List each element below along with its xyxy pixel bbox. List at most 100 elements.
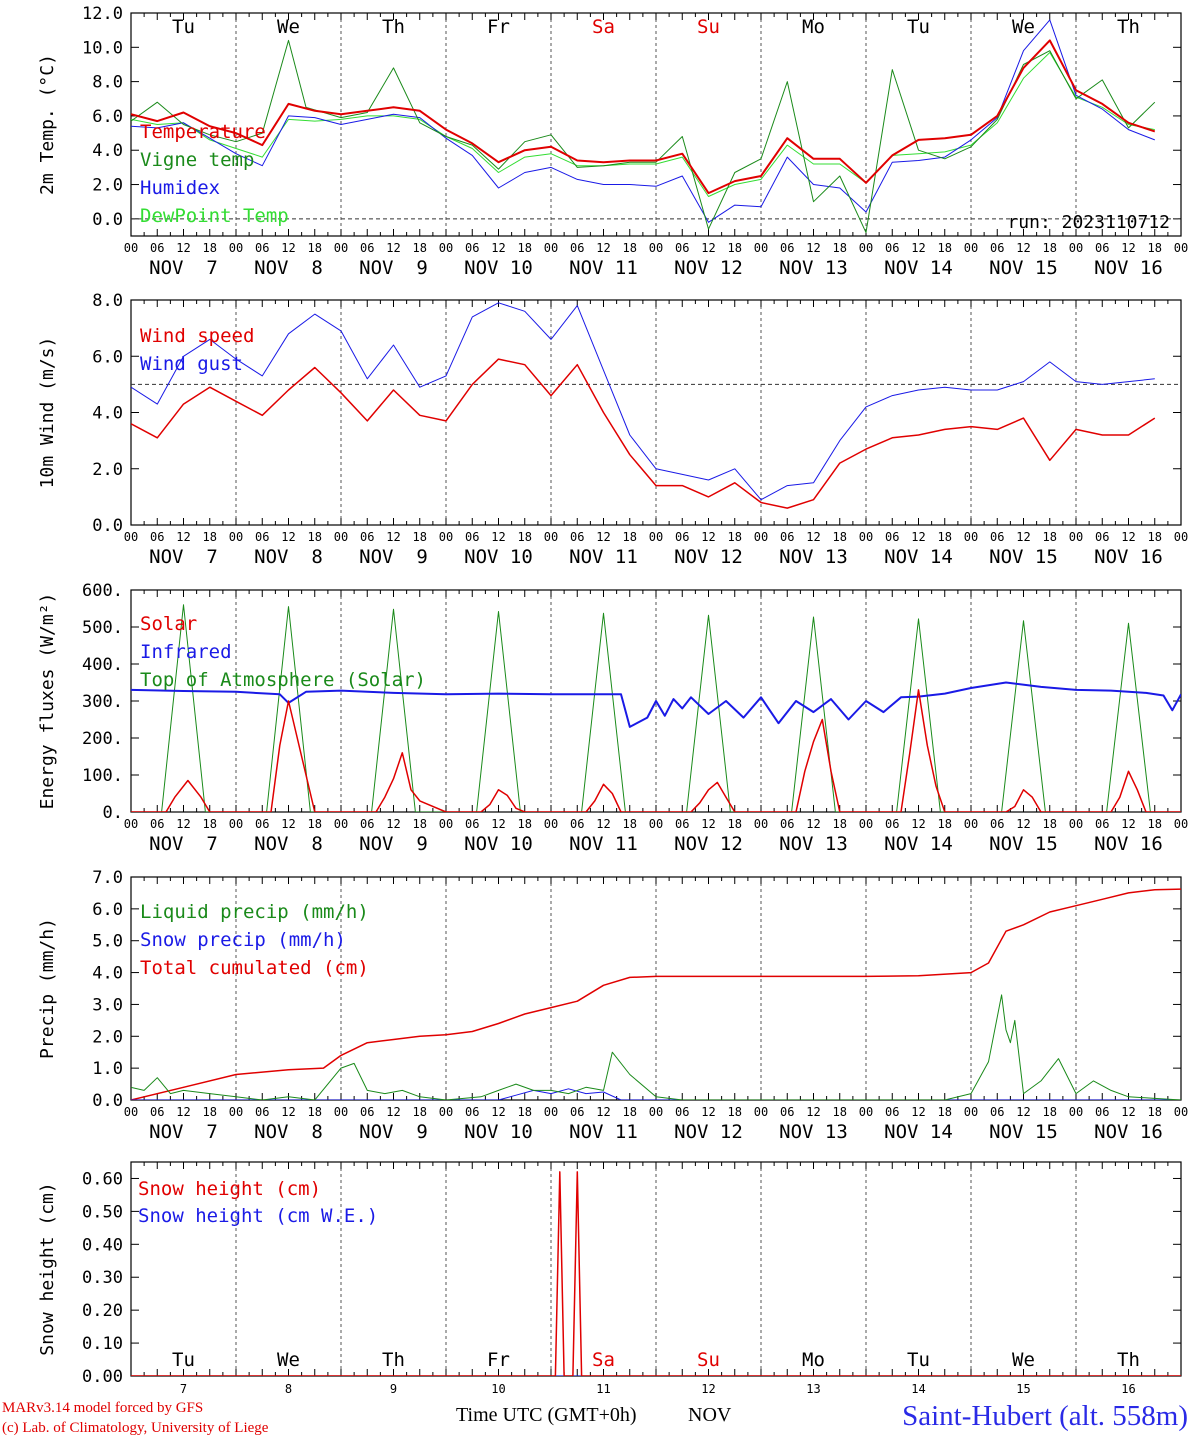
date-label: NOV 13 xyxy=(779,546,848,568)
hour-tick-label: 12 xyxy=(1016,241,1030,255)
hour-tick-label: 06 xyxy=(255,530,269,544)
hour-tick-label: 12 xyxy=(176,1105,190,1119)
date-label: NOV 12 xyxy=(674,257,743,279)
hour-tick-label: 00 xyxy=(964,1105,978,1119)
legend-entry: Wind speed xyxy=(140,325,254,347)
hour-tick-label: 06 xyxy=(675,817,689,831)
hour-tick-label: 18 xyxy=(203,530,217,544)
y-tick-label: 0.00 xyxy=(82,1367,123,1387)
day-name-label: Mo xyxy=(802,1349,825,1371)
y-tick-label: 10.0 xyxy=(82,38,123,58)
hour-tick-label: 06 xyxy=(360,241,374,255)
day-number-label: 15 xyxy=(1016,1382,1030,1396)
hour-tick-label: 00 xyxy=(439,1105,453,1119)
day-number-label: 13 xyxy=(806,1382,820,1396)
hour-tick-label: 18 xyxy=(518,817,532,831)
date-label: NOV 14 xyxy=(884,257,953,279)
hour-tick-label: 00 xyxy=(754,817,768,831)
hour-tick-label: 12 xyxy=(806,1105,820,1119)
hour-tick-label: 06 xyxy=(885,817,899,831)
hour-tick-label: 12 xyxy=(1016,1105,1030,1119)
date-label: NOV 10 xyxy=(464,257,533,279)
hour-tick-label: 12 xyxy=(1121,241,1135,255)
hour-tick-label: 00 xyxy=(544,241,558,255)
day-number-label: 9 xyxy=(390,1382,397,1396)
hour-tick-label: 12 xyxy=(1121,1105,1135,1119)
day-name-label: Th xyxy=(1117,1349,1140,1371)
hour-tick-label: 00 xyxy=(1069,530,1083,544)
hour-tick-label: 12 xyxy=(701,817,715,831)
legend-entry: Total cumulated (cm) xyxy=(140,957,369,979)
hour-tick-label: 18 xyxy=(308,241,322,255)
hour-tick-label: 18 xyxy=(1043,530,1057,544)
date-label: NOV 14 xyxy=(884,1121,953,1143)
hour-tick-label: 12 xyxy=(701,241,715,255)
legend-entry: Wind gust xyxy=(140,353,243,375)
date-label: NOV 8 xyxy=(254,257,323,279)
hour-tick-label: 18 xyxy=(938,530,952,544)
panel-3: 00 06 12 18 00 06 12 18 00 06 12 18 00 06 12 18 00 06 12 18… xyxy=(37,581,1188,855)
month-unit-label: NOV xyxy=(688,1404,732,1426)
hour-tick-label: 12 xyxy=(386,530,400,544)
y-tick-label: 0.0 xyxy=(92,1091,123,1111)
date-label: NOV 7 xyxy=(149,257,218,279)
legend-entry: Temperature xyxy=(140,121,266,143)
hour-tick-label: 00 xyxy=(229,241,243,255)
series-line-vigne-temp xyxy=(131,39,1156,234)
hour-tick-label: 12 xyxy=(701,530,715,544)
hour-tick-label: 18 xyxy=(308,530,322,544)
hour-tick-label: 06 xyxy=(780,241,794,255)
date-label: NOV 15 xyxy=(989,546,1058,568)
series-line-humidex xyxy=(131,19,1155,223)
hour-tick-label: 18 xyxy=(938,817,952,831)
hour-tick-label: 06 xyxy=(360,817,374,831)
y-axis-label: Precip (mm/h) xyxy=(37,918,58,1059)
day-name-label: Fr xyxy=(487,16,510,38)
hour-tick-label: 18 xyxy=(728,817,742,831)
hour-tick-label: 00 xyxy=(649,530,663,544)
panel-4: 00 06 12 18 00 06 12 18 00 06 12 18 00 06 12 18 00 06 12 18… xyxy=(37,868,1188,1143)
date-label: NOV 8 xyxy=(254,833,323,855)
hour-tick-label: 18 xyxy=(1043,241,1057,255)
day-name-label: Th xyxy=(1117,16,1140,38)
date-label: NOV 15 xyxy=(989,833,1058,855)
day-number-label: 10 xyxy=(491,1382,505,1396)
run-label: run: 2023110712 xyxy=(1007,212,1170,233)
legend-entry: Vigne temp xyxy=(140,149,254,171)
hour-tick-label: 06 xyxy=(885,1105,899,1119)
legend-entry: Solar xyxy=(140,613,197,635)
date-label: NOV 8 xyxy=(254,1121,323,1143)
hour-tick-label: 18 xyxy=(1148,530,1162,544)
y-tick-label: 300. xyxy=(82,692,123,712)
hour-tick-label: 06 xyxy=(150,817,164,831)
hour-tick-label: 18 xyxy=(413,817,427,831)
hour-tick-label: 06 xyxy=(360,530,374,544)
day-name-label: Tu xyxy=(172,16,195,38)
hour-tick-label: 18 xyxy=(728,241,742,255)
day-name-label: Mo xyxy=(802,16,825,38)
hour-tick-label: 12 xyxy=(491,817,505,831)
hour-tick-label: 18 xyxy=(833,530,847,544)
hour-tick-label: 12 xyxy=(386,241,400,255)
y-tick-label: 8.0 xyxy=(92,291,123,311)
hour-tick-label: 00 xyxy=(754,530,768,544)
day-name-label: We xyxy=(277,16,300,38)
hour-tick-label: 06 xyxy=(255,817,269,831)
date-label: NOV 7 xyxy=(149,1121,218,1143)
date-label: NOV 7 xyxy=(149,833,218,855)
y-tick-label: 0.20 xyxy=(82,1301,123,1321)
hour-tick-label: 00 xyxy=(439,241,453,255)
hour-tick-label: 00 xyxy=(229,530,243,544)
y-tick-label: 5.0 xyxy=(92,932,123,952)
hour-tick-label: 06 xyxy=(150,530,164,544)
series-line-temperature xyxy=(131,39,1156,195)
credit-model: MARv3.14 model forced by GFS xyxy=(2,1400,204,1416)
panel-5: Tu We Th Fr Sa Su Mo Tu We Th 7 8 9 10 11 12 13 14 15 16 0.0… xyxy=(37,1161,1182,1396)
hour-tick-label: 12 xyxy=(1121,530,1135,544)
y-axis-label: Snow height (cm) xyxy=(37,1182,58,1355)
hour-tick-label: 18 xyxy=(938,1105,952,1119)
y-tick-label: 2.0 xyxy=(92,1027,123,1047)
hour-tick-label: 06 xyxy=(570,241,584,255)
hour-tick-label: 18 xyxy=(203,241,217,255)
hour-tick-label: 00 xyxy=(859,530,873,544)
